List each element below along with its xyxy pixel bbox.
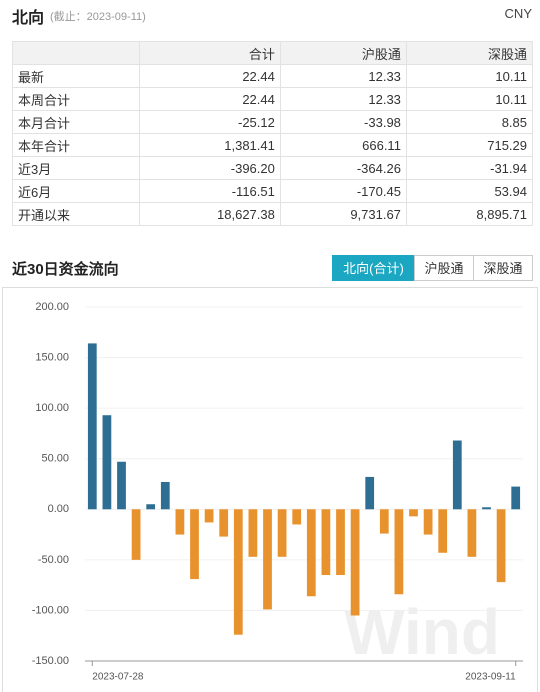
cell: 12.33	[279, 64, 407, 88]
bar	[409, 509, 418, 517]
bar	[160, 481, 170, 510]
section-title: 近30日资金流向	[12, 261, 119, 278]
title: 北向	[12, 10, 45, 27]
cell: 22.44	[139, 87, 281, 111]
row-label: 本年合计	[12, 133, 140, 157]
y-tick-label: 100.00	[35, 402, 69, 414]
bar	[248, 509, 258, 557]
chart-frame	[2, 287, 538, 692]
cell: 10.11	[405, 87, 534, 111]
y-tick-label: 0.00	[48, 503, 69, 515]
cell: 22.44	[139, 64, 281, 88]
x-tick-label: 2023-09-11	[465, 672, 516, 683]
cell: -33.98	[279, 110, 407, 134]
tab[interactable]: 北向(合计)	[332, 255, 415, 281]
y-tick-label: -100.00	[32, 604, 69, 616]
bar	[336, 509, 345, 576]
bar	[102, 415, 112, 510]
bar	[511, 486, 521, 510]
bar	[131, 509, 141, 560]
row: 最新 22.44 12.33 10.11	[12, 64, 534, 88]
cell: 8.85	[405, 110, 534, 134]
bar	[379, 509, 389, 534]
cell: 666.11	[279, 133, 407, 157]
corner-cell	[12, 41, 140, 65]
bar	[496, 509, 506, 583]
cell: 8,895.71	[405, 202, 534, 226]
bar	[438, 509, 448, 553]
currency: CNY	[504, 6, 532, 21]
bar	[146, 504, 156, 510]
bar	[87, 343, 97, 510]
row-label: 本周合计	[12, 87, 140, 111]
row: 本月合计 -25.12 -33.98 8.85	[12, 110, 534, 134]
date-note: (截止：2023-09-11)	[50, 11, 146, 23]
bar	[365, 476, 375, 510]
row-label: 近6月	[12, 179, 140, 203]
bar	[350, 509, 360, 616]
cell: -396.20	[139, 156, 281, 180]
row: 近6月 -116.51 -170.45 53.94	[12, 179, 534, 203]
bar	[482, 507, 491, 510]
y-tick-label: -150.00	[32, 655, 69, 667]
cell: -116.51	[139, 179, 281, 203]
bar	[117, 461, 126, 510]
row: 开通以来 18,627.38 9,731.67 8,895.71	[12, 202, 534, 226]
bar	[423, 509, 433, 535]
summary-table: 合计 沪股通 深股通 最新 22.44 12.33 10.11 本周合计 22.44 12.33 1…	[12, 41, 534, 226]
bar	[277, 509, 287, 557]
bar	[263, 509, 272, 610]
cell: -25.12	[139, 110, 281, 134]
cell: 9,731.67	[279, 202, 407, 226]
bar	[452, 440, 462, 510]
bar	[321, 509, 331, 576]
y-tick-label: -50.00	[38, 554, 69, 566]
y-tick-label: 50.00	[41, 453, 69, 465]
cell: 18,627.38	[139, 202, 281, 226]
chart: Wind -150.00 -100.00 -50.00 0.00 50.00 100.00…	[2, 287, 538, 692]
row-label: 近3月	[12, 156, 140, 180]
cell: 10.11	[405, 64, 534, 88]
bar	[219, 509, 229, 537]
bar	[190, 509, 199, 580]
bar	[204, 509, 214, 523]
row: 近3月 -396.20 -364.26 -31.94	[12, 156, 534, 180]
row-label: 开通以来	[12, 202, 140, 226]
row: 本年合计 1,381.41 666.11 715.29	[12, 133, 534, 157]
column-header: 沪股通	[279, 41, 407, 65]
bar	[306, 509, 316, 597]
column-header: 深股通	[405, 41, 534, 65]
tab[interactable]: 沪股通	[414, 255, 474, 281]
y-tick-label: 200.00	[35, 301, 69, 313]
cell: -364.26	[279, 156, 407, 180]
x-tick-label: 2023-07-28	[92, 672, 144, 683]
row-label: 本月合计	[12, 110, 140, 134]
watermark: Wind	[344, 596, 500, 668]
bar	[292, 509, 302, 525]
cell: -31.94	[405, 156, 534, 180]
row-label: 最新	[12, 64, 140, 88]
cell: -170.45	[279, 179, 407, 203]
column-header: 合计	[139, 41, 281, 65]
row: 本周合计 22.44 12.33 10.11	[12, 87, 534, 111]
bar	[394, 509, 404, 595]
cell: 715.29	[405, 133, 534, 157]
y-tick-label: 150.00	[35, 351, 69, 363]
bar	[233, 509, 243, 635]
cell: 12.33	[279, 87, 407, 111]
bar	[175, 509, 185, 535]
cell: 53.94	[405, 179, 534, 203]
bar	[467, 509, 477, 557]
tab[interactable]: 深股通	[473, 255, 533, 281]
cell: 1,381.41	[139, 133, 281, 157]
